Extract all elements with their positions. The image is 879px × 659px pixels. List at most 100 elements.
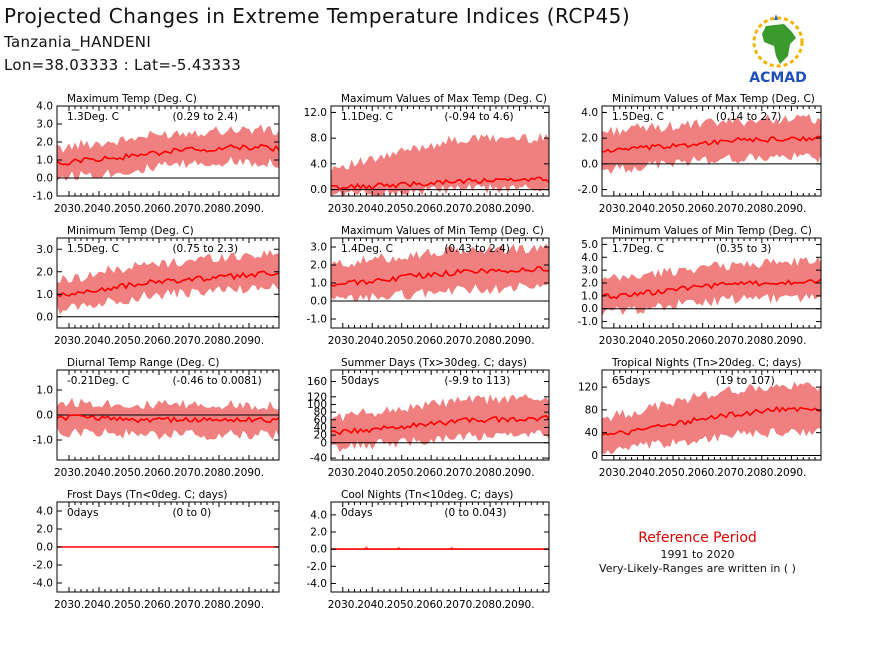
change-label-max-temp: 1.3Deg. C [67,111,119,123]
y-tick-label-tropical-nights: 40 [585,427,598,439]
uncertainty-band-min-temp [57,249,279,315]
y-tick-label-max-temp: 1.0 [36,155,53,167]
x-tick-label-diurnal-range: 2030. [54,467,84,479]
median-line-min-temp [57,270,279,298]
range-label-tropical-nights: (19 to 107) [716,375,775,387]
acmad-logo-text: ACMAD [749,70,807,86]
y-tick-label-cool-nights: 2.0 [310,527,327,539]
x-tick-label-min-of-max-temp: 2070. [717,203,747,215]
plot-frame-summer-days [330,369,550,461]
y-tick-label-min-of-max-temp: 4.0 [581,107,598,119]
y-tick-label-min-temp: 3.0 [36,244,53,256]
y-tick-label-max-of-min-temp: 3.0 [310,242,327,254]
chart-diurnal-range: -1.0 0.0 1.0 2030. 2040. 2050. 2060. 2070. 2080.… [33,357,280,479]
x-tick-label-min-of-min-temp: 2030. [599,335,629,347]
plot-area-tropical-nights [602,381,821,456]
x-tick-label-summer-days: 2050. [387,467,417,479]
plot-frame-max-temp [56,105,280,197]
median-line-max-of-max-temp [331,176,549,191]
x-tick-label-min-of-min-temp: 2060. [688,335,718,347]
uncertainty-band-min-of-min-temp [602,256,821,316]
x-tick-label-max-of-max-temp: 2030. [328,203,358,215]
x-tick-label-diurnal-range: 2090. [234,467,264,479]
x-tick-label-cool-nights: 2030. [328,599,358,611]
plot-frame-tropical-nights [601,369,822,461]
x-tick-label-min-temp: 2060. [144,335,174,347]
y-tick-label-summer-days: -40 [310,453,327,465]
x-tick-label-cool-nights: 2090. [505,599,535,611]
chart-cool-nights: -4.0 -2.0 0.0 2.0 4.0 2030. 2040. 2050. 2060. 207… [307,489,550,611]
x-tick-label-cool-nights: 2070. [446,599,476,611]
x-tick-label-summer-days: 2060. [416,467,446,479]
y-tick-label-min-temp: 0.0 [36,311,53,323]
y-tick-label-summer-days: 0 [320,437,327,449]
y-tick-label-max-of-min-temp: 0.0 [310,296,327,308]
x-tick-label-cool-nights: 2040. [357,599,387,611]
x-tick-label-min-temp: 2080. [204,335,234,347]
x-tick-label-cool-nights: 2060. [416,599,446,611]
x-tick-label-diurnal-range: 2040. [84,467,114,479]
y-tick-label-max-temp: -1.0 [33,191,54,203]
y-tick-label-max-of-max-temp: 8.0 [310,133,327,145]
range-label-diurnal-range: (-0.46 to 0.0081) [172,375,261,387]
x-tick-label-max-temp: 2040. [84,203,114,215]
chart-min-temp: 0.0 1.0 2.0 3.0 2030. 2040. 2050. 2060. 2070. 208… [36,225,280,347]
x-tick-label-max-of-max-temp: 2070. [446,203,476,215]
y-tick-label-frost-days: 0.0 [36,542,53,554]
x-tick-label-min-of-min-temp: 2090. [776,335,806,347]
change-label-min-temp: 1.5Deg. C [67,243,119,255]
change-label-diurnal-range: -0.21Deg. C [67,375,129,387]
location-name: Tanzania_HANDENI [4,33,152,51]
y-tick-label-min-of-max-temp: 0.0 [581,158,598,170]
x-tick-label-tropical-nights: 2080. [747,467,777,479]
range-label-max-of-min-temp: (0.43 to 2.4) [444,243,510,255]
change-label-summer-days: 50days [341,375,379,387]
x-tick-label-min-temp: 2050. [114,335,144,347]
uncertainty-band-diurnal-range [57,397,279,441]
x-tick-label-min-of-min-temp: 2050. [658,335,688,347]
change-label-min-of-min-temp: 1.7Deg. C [612,243,664,255]
y-tick-label-min-of-min-temp: -1.0 [578,316,599,328]
range-label-min-of-max-temp: (0.14 to 2.7) [716,111,782,123]
plot-area-summer-days [331,393,549,453]
x-tick-label-min-of-min-temp: 2040. [628,335,658,347]
y-tick-label-min-of-min-temp: 0.0 [581,303,598,315]
chart-title-min-temp: Minimum Temp (Deg. C) [67,225,194,237]
uncertainty-band-tropical-nights [602,381,821,455]
x-tick-label-max-temp: 2060. [144,203,174,215]
y-tick-label-max-of-max-temp: 4.0 [310,158,327,170]
median-line-max-of-min-temp [331,266,549,287]
y-tick-label-max-of-max-temp: 0.0 [310,184,327,196]
change-label-frost-days: 0days [67,507,98,519]
chart-title-cool-nights: Cool Nights (Tn<10deg. C; days) [341,489,513,501]
y-tick-label-tropical-nights: 120 [578,382,598,394]
range-label-max-temp: (0.29 to 2.4) [172,111,238,123]
y-tick-label-max-of-min-temp: -1.0 [307,314,328,326]
chart-frost-days: -4.0 -2.0 0.0 2.0 4.0 2030. 2040. 2050. 2060. 207… [33,489,280,611]
x-tick-label-min-temp: 2090. [234,335,264,347]
median-line-diurnal-range [57,414,279,424]
plot-area-min-temp [57,249,279,318]
x-tick-label-summer-days: 2080. [475,467,505,479]
x-tick-label-max-of-min-temp: 2090. [505,335,535,347]
y-tick-label-min-of-max-temp: -2.0 [578,184,599,196]
plot-area-min-of-max-temp [602,114,821,175]
x-tick-label-min-of-max-temp: 2080. [747,203,777,215]
x-tick-label-min-of-max-temp: 2090. [776,203,806,215]
y-tick-label-min-of-min-temp: 4.0 [581,252,598,264]
plot-area-max-of-max-temp [331,132,549,196]
x-tick-label-min-of-min-temp: 2070. [717,335,747,347]
y-tick-label-summer-days: 40 [314,422,327,434]
median-line-summer-days [331,414,549,436]
change-label-min-of-max-temp: 1.5Deg. C [612,111,664,123]
x-tick-label-tropical-nights: 2050. [658,467,688,479]
x-tick-label-summer-days: 2040. [357,467,387,479]
x-tick-label-cool-nights: 2080. [475,599,505,611]
chart-title-summer-days: Summer Days (Tx>30deg. C; days) [341,357,527,369]
range-label-max-of-max-temp: (-0.94 to 4.6) [444,111,513,123]
y-tick-label-cool-nights: 0.0 [310,544,327,556]
x-tick-label-tropical-nights: 2030. [599,467,629,479]
y-tick-label-min-of-min-temp: 1.0 [581,290,598,302]
